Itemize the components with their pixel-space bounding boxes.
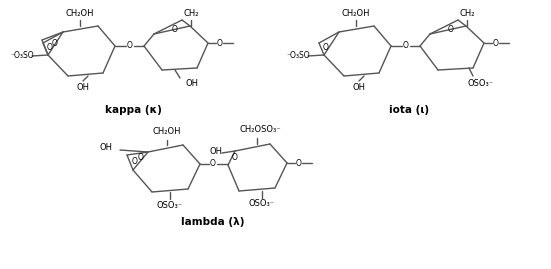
Text: CH₂: CH₂ — [459, 9, 475, 17]
Text: O: O — [493, 38, 499, 48]
Text: O: O — [296, 158, 302, 168]
Text: O: O — [232, 153, 238, 161]
Text: OH: OH — [77, 83, 89, 93]
Text: CH₂: CH₂ — [183, 9, 199, 17]
Text: iota (ι): iota (ι) — [389, 105, 429, 115]
Text: OSO₃⁻: OSO₃⁻ — [157, 200, 183, 210]
Text: CH₂OH: CH₂OH — [342, 9, 370, 17]
Text: O: O — [127, 41, 133, 51]
Text: OSO₃⁻: OSO₃⁻ — [468, 79, 494, 87]
Text: lambda (λ): lambda (λ) — [181, 217, 245, 227]
Text: O: O — [403, 41, 409, 51]
Text: OH: OH — [100, 143, 113, 153]
Text: O: O — [47, 43, 53, 51]
Text: O: O — [138, 154, 144, 162]
Text: ⁻O₃SO: ⁻O₃SO — [10, 51, 34, 59]
Text: O: O — [52, 38, 58, 48]
Text: OSO₃⁻: OSO₃⁻ — [249, 200, 275, 208]
Text: ⁻O₃SO: ⁻O₃SO — [286, 51, 310, 59]
Text: OH: OH — [209, 147, 222, 157]
Text: O: O — [210, 160, 216, 168]
Text: OH: OH — [353, 83, 365, 93]
Text: O: O — [172, 26, 178, 34]
Text: CH₂OH: CH₂OH — [66, 9, 94, 17]
Text: O: O — [323, 43, 329, 51]
Text: OH: OH — [186, 79, 198, 87]
Text: CH₂OSO₃⁻: CH₂OSO₃⁻ — [239, 126, 281, 134]
Text: kappa (κ): kappa (κ) — [105, 105, 161, 115]
Text: O: O — [132, 158, 138, 167]
Text: O: O — [217, 38, 223, 48]
Text: CH₂OH: CH₂OH — [153, 128, 181, 136]
Text: O: O — [448, 26, 454, 34]
